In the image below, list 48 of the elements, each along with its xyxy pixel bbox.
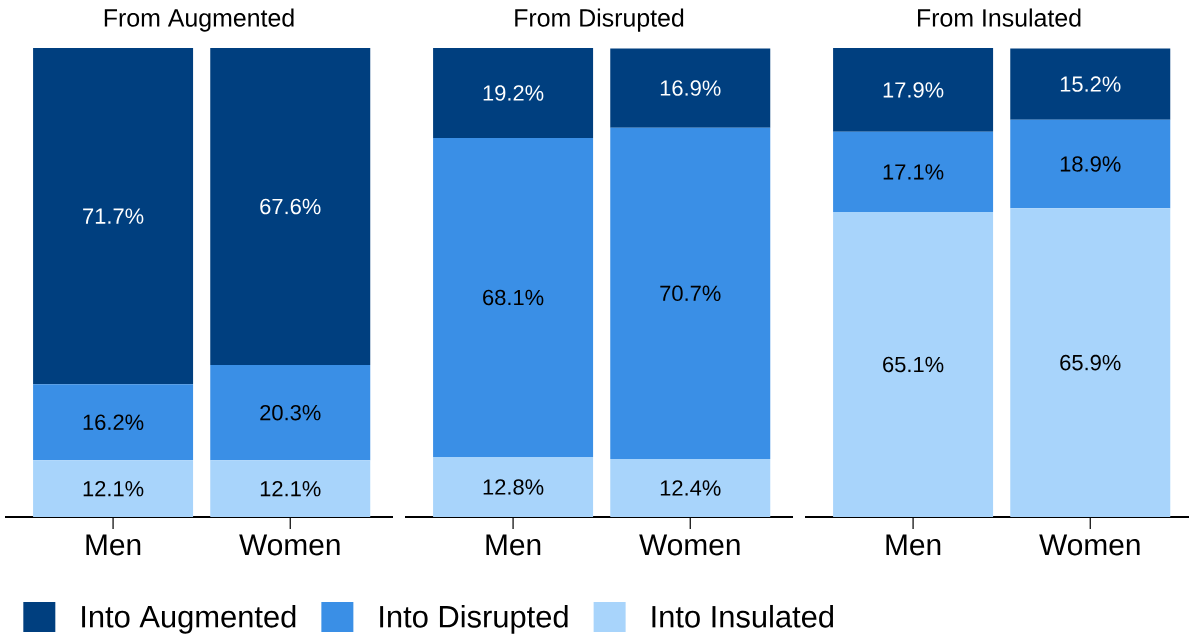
x-tick-label: Women [239,534,340,556]
bar [1010,48,1171,120]
legend-label: Into Disrupted [380,604,568,634]
x-tick-label: Men [486,534,541,556]
chart-title: From Disrupted [515,8,684,32]
x-tick-label: Women [1039,534,1140,556]
chart-title: From Insulated [918,8,1081,27]
data-label: 12.8% [483,479,544,495]
chart-title: From Augmented [104,8,294,32]
data-label: 71.7% [83,208,144,224]
bar [33,460,194,517]
data-label: 12.4% [660,480,721,496]
bar [433,48,594,138]
bar [833,211,994,517]
data-label: 18.9% [1060,156,1121,172]
bar [33,48,194,385]
bar [33,384,194,461]
bar [610,48,771,128]
bar [210,48,371,366]
bar [610,127,771,459]
data-label: 15.2% [1060,76,1121,92]
bar [433,137,594,458]
data-label: 65.1% [883,356,944,373]
data-label: 12.1% [260,480,321,497]
bar [210,460,371,517]
data-label: 70.7% [660,285,721,302]
bar [1010,208,1171,517]
data-label: 16.9% [660,80,721,96]
data-label: 20.3% [260,404,321,421]
data-label: 65.9% [1060,354,1121,371]
x-tick-label: Women [639,534,740,556]
bar [833,48,994,132]
x-tick-label: Men [886,534,941,556]
data-label: 12.1% [83,480,144,497]
bar [433,457,594,517]
data-label: 67.6% [260,198,321,215]
data-label: 16.2% [83,414,144,431]
x-tick-label: Men [86,534,141,556]
legend-label: Into Insulated [652,604,834,628]
data-label: 19.2% [483,85,544,101]
data-label: 17.1% [883,164,944,180]
data-label: 68.1% [483,289,544,306]
data-label: 17.9% [883,82,944,98]
bar [1010,119,1171,209]
bar [210,365,371,461]
legend-label: Into Augmented [82,604,296,634]
bar [610,458,771,517]
bar [833,131,994,212]
